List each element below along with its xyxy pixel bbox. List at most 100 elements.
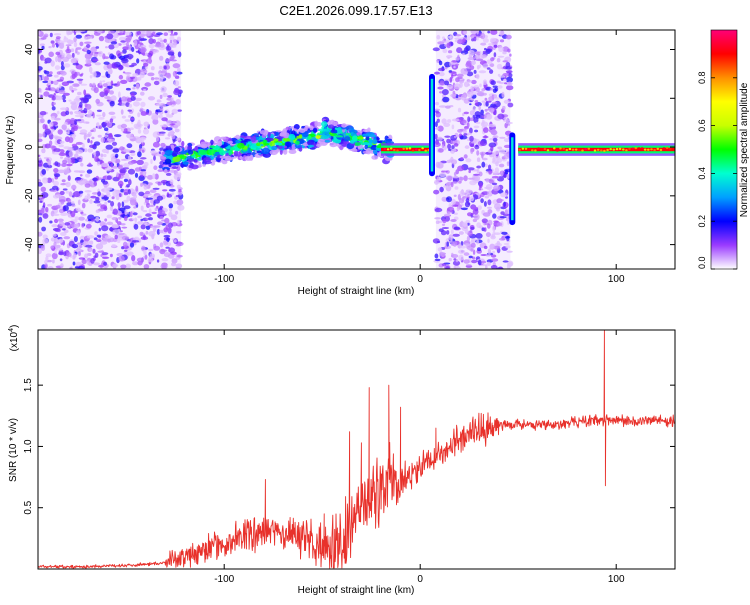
spectrogram-noise-speck (490, 37, 497, 43)
spectrogram-noise-speck (51, 224, 58, 228)
spectrogram-noise-speck (95, 150, 101, 157)
spectrogram-noise-speck (147, 96, 156, 101)
spectrogram-noise-speck (459, 190, 465, 197)
spectrogram-noise-speck (96, 30, 103, 33)
spectrogram-noise-speck (446, 55, 453, 59)
spectrogram-noise-speck (165, 127, 173, 131)
spectrogram-noise-speck (163, 234, 171, 238)
spectrogram-band-speck (179, 155, 183, 158)
spectrogram-noise-speck (137, 215, 143, 219)
spectrogram-band-speck (274, 142, 283, 146)
spectrogram-noise-speck (56, 79, 64, 82)
spectrogram-noise-speck (157, 182, 163, 186)
spectrogram-noise-speck (86, 193, 90, 196)
spectrogram-noise-speck (57, 56, 62, 63)
spectrogram-noise-speck (163, 32, 169, 36)
spectrogram-noise-speck (488, 170, 493, 174)
spectrogram-noise-speck (63, 121, 68, 126)
spectrogram-noise-speck (62, 188, 68, 191)
spectrogram-noise-speck (71, 243, 79, 249)
spectrogram-noise-speck (167, 227, 172, 234)
spectrogram-noise-speck (498, 266, 503, 269)
spectrogram-noise-speck (115, 194, 120, 201)
spectrogram-noise-speck (435, 111, 440, 114)
spectrogram-carrier-dot (643, 148, 647, 151)
spectrogram-noise-speck (148, 58, 152, 65)
spectrogram-noise-speck (473, 175, 481, 182)
spectrogram-band-speck (198, 161, 202, 168)
spectrogram-noise-speck (498, 163, 505, 168)
spectrogram-noise-speck (450, 254, 459, 258)
spectrogram-noise-speck (146, 197, 153, 200)
spectrogram-noise-speck (171, 262, 176, 267)
spectrogram-noise-speck (160, 249, 168, 252)
spectrogram-noise-speck (84, 190, 92, 193)
snr-ylabel: SNR (10 * v/v) (8, 418, 19, 482)
spectrogram-noise-speck (156, 103, 161, 106)
spectrogram-noise-speck (79, 129, 88, 134)
spectrogram-band-speck (314, 120, 319, 127)
spectrogram-band-speck (324, 139, 331, 143)
spectrogram-band-speck (269, 149, 278, 156)
spectrogram-band-speck (348, 127, 355, 133)
spectrogram-noise-speck (118, 255, 125, 262)
spectrogram-ytick-label: 40 (24, 44, 35, 56)
spectrogram-noise-speck (117, 165, 123, 170)
spectrogram-noise-speck (481, 191, 489, 196)
snr-xtick-label: -100 (214, 574, 234, 585)
spectrogram-noise-speck (490, 87, 493, 91)
spectrogram-noise-speck (493, 245, 501, 250)
spectrogram-noise-speck (126, 195, 131, 202)
spectrogram-noise-speck (143, 221, 148, 226)
spectrogram-carrier-dot (625, 149, 628, 152)
spectrogram-noise-speck (78, 30, 86, 33)
spectrogram-noise-speck (433, 189, 440, 195)
spectrogram-noise-speck (62, 228, 66, 231)
spectrogram-noise-speck (174, 80, 180, 87)
spectrogram-noise-speck (95, 98, 100, 104)
spectrogram-carrier-dot (537, 147, 540, 150)
spectrogram-noise-speck (171, 134, 176, 140)
spectrogram-noise-speck (453, 172, 457, 176)
spectrogram-noise-speck (503, 201, 506, 207)
spectrogram-noise-speck (132, 87, 136, 90)
spectrogram-noise-speck (143, 249, 147, 256)
spectrogram-noise-speck (503, 118, 510, 123)
spectrogram-band-speck (293, 124, 300, 130)
spectrogram-band-speck (164, 168, 168, 174)
spectrogram-noise-speck (64, 222, 71, 226)
spectrogram-band-speck (364, 144, 369, 150)
spectrogram-noise-speck (467, 116, 471, 123)
spectrogram-noise-speck (73, 253, 77, 258)
spectrogram-noise-speck (109, 90, 114, 95)
spectrogram-noise-speck (86, 36, 92, 40)
snr-scale-base: (x10 (9, 331, 20, 351)
spectrogram-noise-speck (472, 208, 479, 215)
spectrogram-noise-speck (503, 99, 510, 104)
spectrogram-noise-speck (434, 207, 443, 213)
spectrogram-noise-speck (125, 87, 131, 91)
spectrogram-noise-speck (478, 70, 487, 74)
spectrogram-noise-speck (468, 169, 472, 174)
spectrogram-noise-speck (457, 165, 465, 172)
spectrogram-noise-speck (496, 63, 503, 70)
spectrogram-noise-speck (60, 263, 64, 268)
spectrogram-band-speck (329, 142, 338, 148)
spectrogram-noise-speck (119, 168, 127, 174)
spectrogram-noise-speck (481, 260, 487, 264)
spectrogram-noise-speck (38, 179, 42, 183)
spectrogram-noise-speck (123, 149, 131, 153)
spectrogram-noise-speck (73, 125, 78, 131)
spectrogram-noise-speck (436, 118, 440, 123)
spectrogram-noise-speck (109, 118, 114, 123)
spectrogram-noise-speck (147, 72, 155, 77)
colorbar-tick-label: 0.2 (697, 215, 707, 228)
spectrogram-noise-speck (152, 173, 156, 180)
spectrogram-noise-speck (166, 193, 173, 198)
spectrogram-band-speck (329, 119, 335, 126)
spectrogram-carrier-dot (600, 149, 603, 152)
spectrogram-noise-speck (481, 100, 485, 103)
spectrogram-noise-speck (139, 144, 143, 150)
spectrogram-noise-speck (482, 157, 488, 161)
spectrogram-band-speck (187, 149, 194, 155)
